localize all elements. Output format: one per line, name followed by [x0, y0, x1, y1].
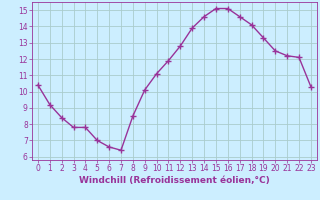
X-axis label: Windchill (Refroidissement éolien,°C): Windchill (Refroidissement éolien,°C): [79, 176, 270, 185]
